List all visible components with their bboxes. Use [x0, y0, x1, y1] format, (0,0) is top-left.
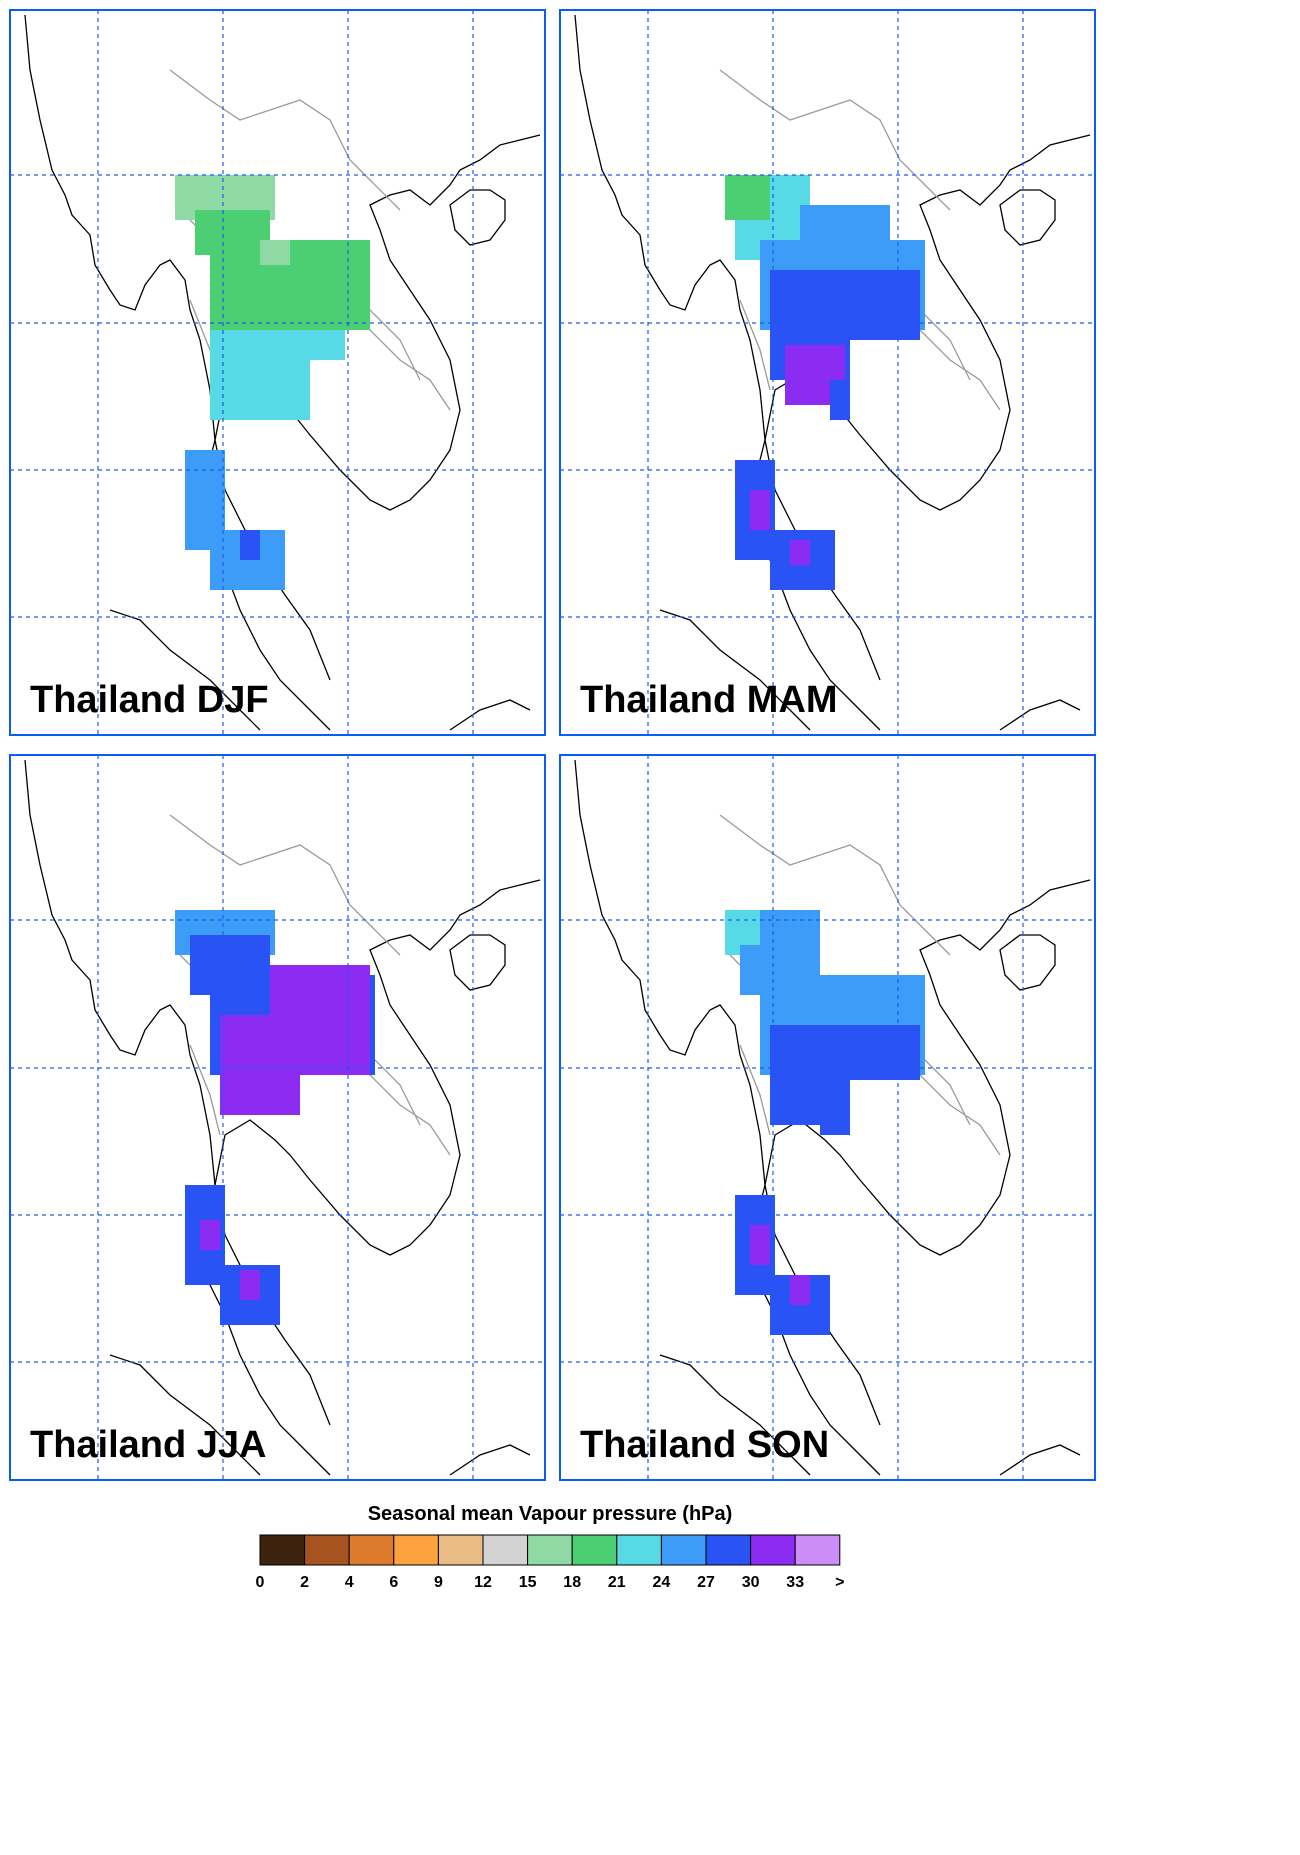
panel-title: Thailand SON	[580, 1424, 829, 1466]
colorbar-tick-label: 18	[563, 1574, 581, 1591]
colorbar-tick-label: 15	[519, 1574, 537, 1591]
colorbar-tick-label: 27	[697, 1574, 715, 1591]
colorbar-cell	[660, 1534, 707, 1566]
panel-title: Thailand DJF	[30, 679, 269, 721]
colorbar-cell	[482, 1534, 529, 1566]
colorbar-tick-label: 4	[345, 1574, 354, 1591]
colorbar-ticks: 0 2 4 6 9 12 15 18 21 24 27 30 33 >	[256, 1574, 845, 1591]
colorbar-cell	[527, 1534, 573, 1566]
colorbar-title: Seasonal mean Vapour pressure (hPa)	[368, 1503, 733, 1525]
colorbar-cells	[259, 1534, 841, 1566]
colorbar-cell	[750, 1534, 796, 1566]
data-grid-jja	[175, 910, 375, 1325]
colorbar-tick-label: 6	[389, 1574, 398, 1591]
panel-jja: Thailand JJA	[9, 754, 546, 1481]
colorbar-tick-label: 30	[742, 1574, 760, 1591]
panel-mam: Thailand MAM	[559, 9, 1096, 736]
colorbar-cell	[304, 1534, 350, 1566]
panel-son: Thailand SON	[559, 754, 1096, 1481]
colorbar-cell	[794, 1534, 841, 1566]
colorbar-cell	[348, 1534, 395, 1566]
panel-title: Thailand MAM	[580, 679, 838, 721]
colorbar-cell	[571, 1534, 618, 1566]
colorbar-tick-label: 0	[256, 1574, 265, 1591]
colorbar-cell	[437, 1534, 484, 1566]
colorbar-cell	[259, 1534, 306, 1566]
colorbar-tick-label: 33	[786, 1574, 804, 1591]
colorbar-tick-label: 24	[653, 1574, 671, 1591]
colorbar-cell	[616, 1534, 662, 1566]
colorbar-cell	[705, 1534, 752, 1566]
colorbar-tick-label: >	[835, 1574, 844, 1591]
data-grid-mam	[725, 175, 925, 590]
panel-djf: Thailand DJF	[9, 9, 546, 736]
colorbar-tick-label: 2	[300, 1574, 309, 1591]
colorbar-tick-label: 21	[608, 1574, 626, 1591]
panel-title: Thailand JJA	[30, 1424, 267, 1466]
data-grid-djf	[175, 175, 370, 590]
data-grid-son	[725, 910, 925, 1335]
colorbar-tick-label: 12	[474, 1574, 492, 1591]
colorbar-cell	[393, 1534, 439, 1566]
colorbar-tick-label: 9	[434, 1574, 443, 1591]
